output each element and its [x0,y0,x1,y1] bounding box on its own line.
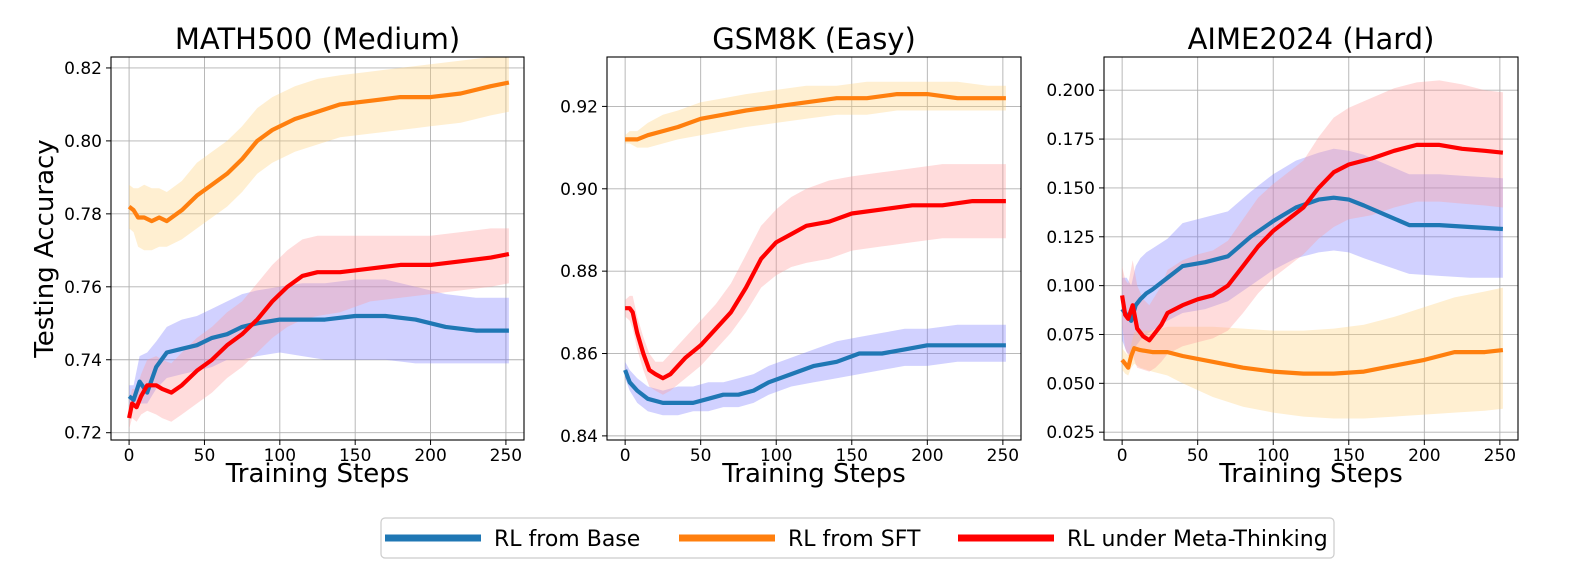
band-rl-from-base [1122,148,1503,356]
x-tick-label: 100 [264,446,296,466]
axes-frame [1103,56,1519,441]
x-tick-label: 250 [1484,446,1516,466]
x-tick-label: 0 [620,446,631,466]
band-rl-from-sft [1122,287,1503,419]
y-tick-label: 0.075 [1046,325,1095,345]
y-tick-label: 0.125 [1046,228,1095,248]
legend: RL from Base RL from SFT RL under Meta-T… [380,517,1335,559]
x-tick-label: 250 [987,446,1019,466]
x-tick-label: 50 [194,446,216,466]
x-tick-label: 0 [124,446,135,466]
y-tick-label: 0.90 [560,180,598,200]
x-axis-label: Training Steps [721,459,906,489]
chart-panel-math500-medium: 0 50 100 150 200 250 0.72 0.74 0.76 0.78 0.80 0.82 M… [30,22,525,489]
y-tick-label: 0.200 [1046,81,1095,101]
y-tick-label: 0.78 [64,205,102,225]
chart-panels: 0 50 100 150 200 250 0.72 0.74 0.76 0.78 0.80 0.82 M… [30,22,1519,489]
y-tick-label: 0.050 [1046,374,1095,394]
x-axis-label: Training Steps [1218,459,1403,489]
legend-label-rl-from-sft: RL from SFT [788,527,921,552]
x-tick-label: 100 [1257,446,1289,466]
y-tick-label: 0.82 [64,59,102,79]
x-tick-label: 150 [1333,446,1365,466]
line-rl-from-sft [127,80,510,224]
y-tick-label: 0.76 [64,278,102,298]
x-tick-label: 200 [1408,446,1440,466]
axes-frame [606,56,1022,441]
series-group [127,57,510,430]
axes-frame [110,56,525,441]
x-tick-label: 0 [1117,446,1128,466]
x-axis-label: Training Steps [225,459,410,489]
legend-label-rl-under-meta-thinking: RL under Meta-Thinking [1067,527,1328,552]
y-axis-label: Testing Accuracy [30,139,60,358]
x-tick-label: 200 [414,446,446,466]
y-tick-label: 0.025 [1046,423,1095,443]
y-tick-label: 0.84 [560,427,598,447]
x-tick-label: 100 [760,446,792,466]
y-tick-label: 0.80 [64,132,102,152]
y-tick-label: 0.72 [64,424,102,444]
line-rl-from-sft [1120,346,1504,376]
y-tick-label: 0.150 [1046,179,1095,199]
line-rl-under-meta-thinking [625,199,1006,381]
chart-panel-aime2024-hard: 0 50 100 150 200 250 0.025 0.050 0.075 0.100 0.125… [1046,22,1519,489]
grid [111,57,524,440]
y-tick-label: 0.92 [560,97,598,117]
x-tick-label: 50 [690,446,712,466]
x-tick-label: 150 [339,446,371,466]
y-tick-label: 0.74 [64,351,102,371]
x-tick-label: 150 [836,446,868,466]
y-tick-label: 0.100 [1046,277,1095,297]
y-tick-label: 0.175 [1046,130,1095,150]
chart-panel-gsm8k-easy: 0 50 100 150 200 250 0.84 0.86 0.88 0.90 0.92 GSM8K… [560,22,1022,489]
grid [607,57,1021,440]
line-rl-under-meta-thinking [127,251,510,419]
line-rl-from-sft [625,91,1006,142]
x-tick-label: 200 [911,446,943,466]
band-rl-from-sft [625,81,1006,148]
band-rl-from-base [129,279,509,408]
legend-frame [380,517,1335,559]
y-tick-label: 0.86 [560,345,598,365]
line-rl-from-base [623,343,1006,405]
y-tick-label: 0.88 [560,262,598,282]
legend-label-rl-from-base: RL from Base [494,527,640,552]
x-tick-label: 250 [490,446,522,466]
chart-title: GSM8K (Easy) [712,22,916,56]
line-rl-from-base [1120,195,1504,323]
band-rl-under-meta-thinking [625,164,1006,395]
series-group [623,81,1006,416]
chart-title: AIME2024 (Hard) [1188,22,1435,56]
band-rl-under-meta-thinking [1122,80,1503,372]
x-tick-label: 50 [1187,446,1209,466]
band-rl-under-meta-thinking [129,228,509,430]
band-rl-from-sft [129,57,509,251]
line-rl-under-meta-thinking [1120,142,1504,343]
series-group [1120,80,1504,419]
grid [1104,57,1518,440]
chart-title: MATH500 (Medium) [175,22,460,56]
